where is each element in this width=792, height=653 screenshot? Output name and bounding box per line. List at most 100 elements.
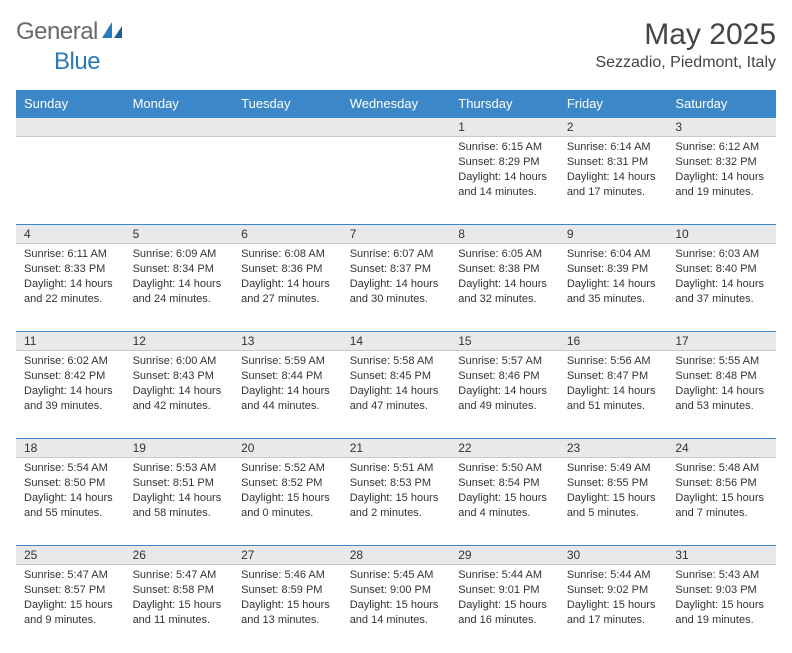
day-detail-line: and 55 minutes.: [24, 506, 117, 521]
day-detail-line: Sunrise: 6:00 AM: [133, 354, 226, 369]
day-detail-line: Sunset: 8:56 PM: [675, 476, 768, 491]
day-details: Sunrise: 5:47 AMSunset: 8:58 PMDaylight:…: [125, 565, 234, 633]
day-details: Sunrise: 6:11 AMSunset: 8:33 PMDaylight:…: [16, 244, 125, 312]
day-detail-line: and 51 minutes.: [567, 399, 660, 414]
day-body-cell: [342, 137, 451, 225]
day-detail-line: Daylight: 14 hours: [567, 384, 660, 399]
day-detail-line: Sunset: 8:29 PM: [458, 155, 551, 170]
day-header: Wednesday: [342, 90, 451, 118]
day-detail-line: Sunset: 8:59 PM: [241, 583, 334, 598]
logo-text-2: Blue: [54, 48, 100, 75]
day-detail-line: Sunrise: 6:07 AM: [350, 247, 443, 262]
day-detail-line: and 17 minutes.: [567, 185, 660, 200]
day-number-cell: 17: [667, 332, 776, 351]
day-number-cell: 11: [16, 332, 125, 351]
day-detail-line: and 42 minutes.: [133, 399, 226, 414]
day-detail-line: Sunset: 8:45 PM: [350, 369, 443, 384]
day-detail-line: Sunset: 8:58 PM: [133, 583, 226, 598]
day-details: Sunrise: 6:12 AMSunset: 8:32 PMDaylight:…: [667, 137, 776, 205]
day-body-cell: Sunrise: 5:46 AMSunset: 8:59 PMDaylight:…: [233, 565, 342, 653]
day-detail-line: Sunrise: 6:05 AM: [458, 247, 551, 262]
day-details: Sunrise: 5:44 AMSunset: 9:01 PMDaylight:…: [450, 565, 559, 633]
day-body-cell: Sunrise: 5:44 AMSunset: 9:02 PMDaylight:…: [559, 565, 668, 653]
day-details: [16, 137, 125, 146]
day-number-cell: 24: [667, 439, 776, 458]
day-detail-line: Daylight: 15 hours: [133, 598, 226, 613]
day-detail-line: and 22 minutes.: [24, 292, 117, 307]
day-detail-line: Daylight: 14 hours: [675, 277, 768, 292]
day-body-cell: Sunrise: 6:04 AMSunset: 8:39 PMDaylight:…: [559, 244, 668, 332]
day-header: Friday: [559, 90, 668, 118]
day-number-cell: 6: [233, 225, 342, 244]
day-number-cell: 18: [16, 439, 125, 458]
calendar-body: 123Sunrise: 6:15 AMSunset: 8:29 PMDaylig…: [16, 118, 776, 653]
day-detail-line: and 16 minutes.: [458, 613, 551, 628]
day-detail-line: Sunrise: 5:55 AM: [675, 354, 768, 369]
day-detail-line: Sunset: 8:51 PM: [133, 476, 226, 491]
day-detail-line: Sunset: 8:38 PM: [458, 262, 551, 277]
day-details: Sunrise: 6:08 AMSunset: 8:36 PMDaylight:…: [233, 244, 342, 312]
day-details: Sunrise: 5:46 AMSunset: 8:59 PMDaylight:…: [233, 565, 342, 633]
day-detail-line: Sunset: 8:39 PM: [567, 262, 660, 277]
day-body-cell: [233, 137, 342, 225]
day-number-cell: 16: [559, 332, 668, 351]
day-details: Sunrise: 5:59 AMSunset: 8:44 PMDaylight:…: [233, 351, 342, 419]
day-detail-line: and 5 minutes.: [567, 506, 660, 521]
day-number-cell: 31: [667, 546, 776, 565]
day-details: Sunrise: 5:47 AMSunset: 8:57 PMDaylight:…: [16, 565, 125, 633]
day-detail-line: Sunset: 8:43 PM: [133, 369, 226, 384]
day-number-cell: 10: [667, 225, 776, 244]
day-number-cell: 1: [450, 118, 559, 137]
day-detail-line: Daylight: 14 hours: [458, 384, 551, 399]
day-body-cell: [16, 137, 125, 225]
day-body-cell: Sunrise: 5:53 AMSunset: 8:51 PMDaylight:…: [125, 458, 234, 546]
day-details: [233, 137, 342, 146]
day-number-row: 25262728293031: [16, 546, 776, 565]
day-details: [125, 137, 234, 146]
day-detail-line: and 39 minutes.: [24, 399, 117, 414]
day-header: Saturday: [667, 90, 776, 118]
day-detail-line: Sunset: 9:03 PM: [675, 583, 768, 598]
day-details: Sunrise: 5:49 AMSunset: 8:55 PMDaylight:…: [559, 458, 668, 526]
day-detail-line: Sunrise: 5:54 AM: [24, 461, 117, 476]
day-body-row: Sunrise: 5:54 AMSunset: 8:50 PMDaylight:…: [16, 458, 776, 546]
day-number-cell: 25: [16, 546, 125, 565]
day-detail-line: Sunrise: 5:52 AM: [241, 461, 334, 476]
day-details: Sunrise: 6:07 AMSunset: 8:37 PMDaylight:…: [342, 244, 451, 312]
day-detail-line: Daylight: 15 hours: [241, 491, 334, 506]
day-detail-line: Sunset: 8:31 PM: [567, 155, 660, 170]
calendar-page: General May 2025 Sezzadio, Piedmont, Ita…: [0, 0, 792, 653]
day-detail-line: Daylight: 15 hours: [675, 491, 768, 506]
day-details: Sunrise: 6:15 AMSunset: 8:29 PMDaylight:…: [450, 137, 559, 205]
day-body-cell: Sunrise: 5:52 AMSunset: 8:52 PMDaylight:…: [233, 458, 342, 546]
day-detail-line: Sunset: 8:42 PM: [24, 369, 117, 384]
day-detail-line: Sunset: 8:48 PM: [675, 369, 768, 384]
day-header: Tuesday: [233, 90, 342, 118]
day-detail-line: Sunrise: 5:45 AM: [350, 568, 443, 583]
calendar-table: Sunday Monday Tuesday Wednesday Thursday…: [16, 90, 776, 653]
day-header: Thursday: [450, 90, 559, 118]
day-details: Sunrise: 5:58 AMSunset: 8:45 PMDaylight:…: [342, 351, 451, 419]
day-body-cell: Sunrise: 5:58 AMSunset: 8:45 PMDaylight:…: [342, 351, 451, 439]
day-detail-line: and 49 minutes.: [458, 399, 551, 414]
calendar-header-row: Sunday Monday Tuesday Wednesday Thursday…: [16, 90, 776, 118]
day-detail-line: Sunrise: 5:57 AM: [458, 354, 551, 369]
day-detail-line: Sunrise: 6:15 AM: [458, 140, 551, 155]
day-number-cell: 19: [125, 439, 234, 458]
day-detail-line: and 47 minutes.: [350, 399, 443, 414]
day-body-cell: Sunrise: 5:57 AMSunset: 8:46 PMDaylight:…: [450, 351, 559, 439]
day-number-cell: 2: [559, 118, 668, 137]
day-detail-line: Sunset: 8:52 PM: [241, 476, 334, 491]
day-detail-line: and 2 minutes.: [350, 506, 443, 521]
day-detail-line: Sunset: 8:33 PM: [24, 262, 117, 277]
day-details: Sunrise: 6:02 AMSunset: 8:42 PMDaylight:…: [16, 351, 125, 419]
day-number-cell: 26: [125, 546, 234, 565]
day-detail-line: Sunset: 8:40 PM: [675, 262, 768, 277]
logo-text-1: General: [16, 18, 98, 46]
day-detail-line: Daylight: 14 hours: [133, 491, 226, 506]
day-detail-line: Daylight: 15 hours: [567, 491, 660, 506]
day-details: Sunrise: 6:04 AMSunset: 8:39 PMDaylight:…: [559, 244, 668, 312]
day-number-row: 11121314151617: [16, 332, 776, 351]
day-details: Sunrise: 6:14 AMSunset: 8:31 PMDaylight:…: [559, 137, 668, 205]
day-detail-line: and 4 minutes.: [458, 506, 551, 521]
